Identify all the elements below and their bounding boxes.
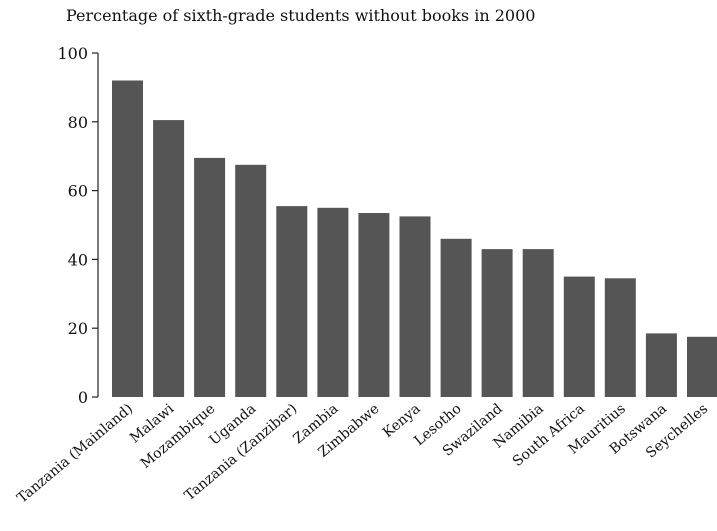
bar <box>153 120 185 397</box>
bar <box>440 238 472 397</box>
bar <box>604 278 636 397</box>
bar <box>687 336 717 397</box>
y-tick-label: 80 <box>68 113 88 132</box>
bar <box>358 213 390 397</box>
bar <box>563 276 595 397</box>
y-tick-label: 0 <box>78 388 88 407</box>
category-labels: Tanzania (Mainland)MalawiMozambiqueUgand… <box>14 400 711 506</box>
bar <box>194 157 226 397</box>
bar <box>399 216 431 397</box>
bar <box>235 164 267 397</box>
y-tick-label: 60 <box>68 182 88 201</box>
bar <box>276 206 308 397</box>
bars <box>112 80 717 397</box>
category-label: Tanzania (Mainland) <box>14 401 136 507</box>
chart-title: Percentage of sixth-grade students witho… <box>66 6 536 25</box>
bar <box>317 207 349 397</box>
y-tick-label: 40 <box>68 250 88 269</box>
bar <box>645 333 677 397</box>
y-axis: 0 20 40 60 80 100 <box>57 44 99 407</box>
bar <box>112 80 143 397</box>
y-tick-label: 100 <box>57 44 88 63</box>
y-tick-label: 20 <box>68 319 88 338</box>
bar <box>522 249 554 397</box>
bar <box>481 249 513 397</box>
